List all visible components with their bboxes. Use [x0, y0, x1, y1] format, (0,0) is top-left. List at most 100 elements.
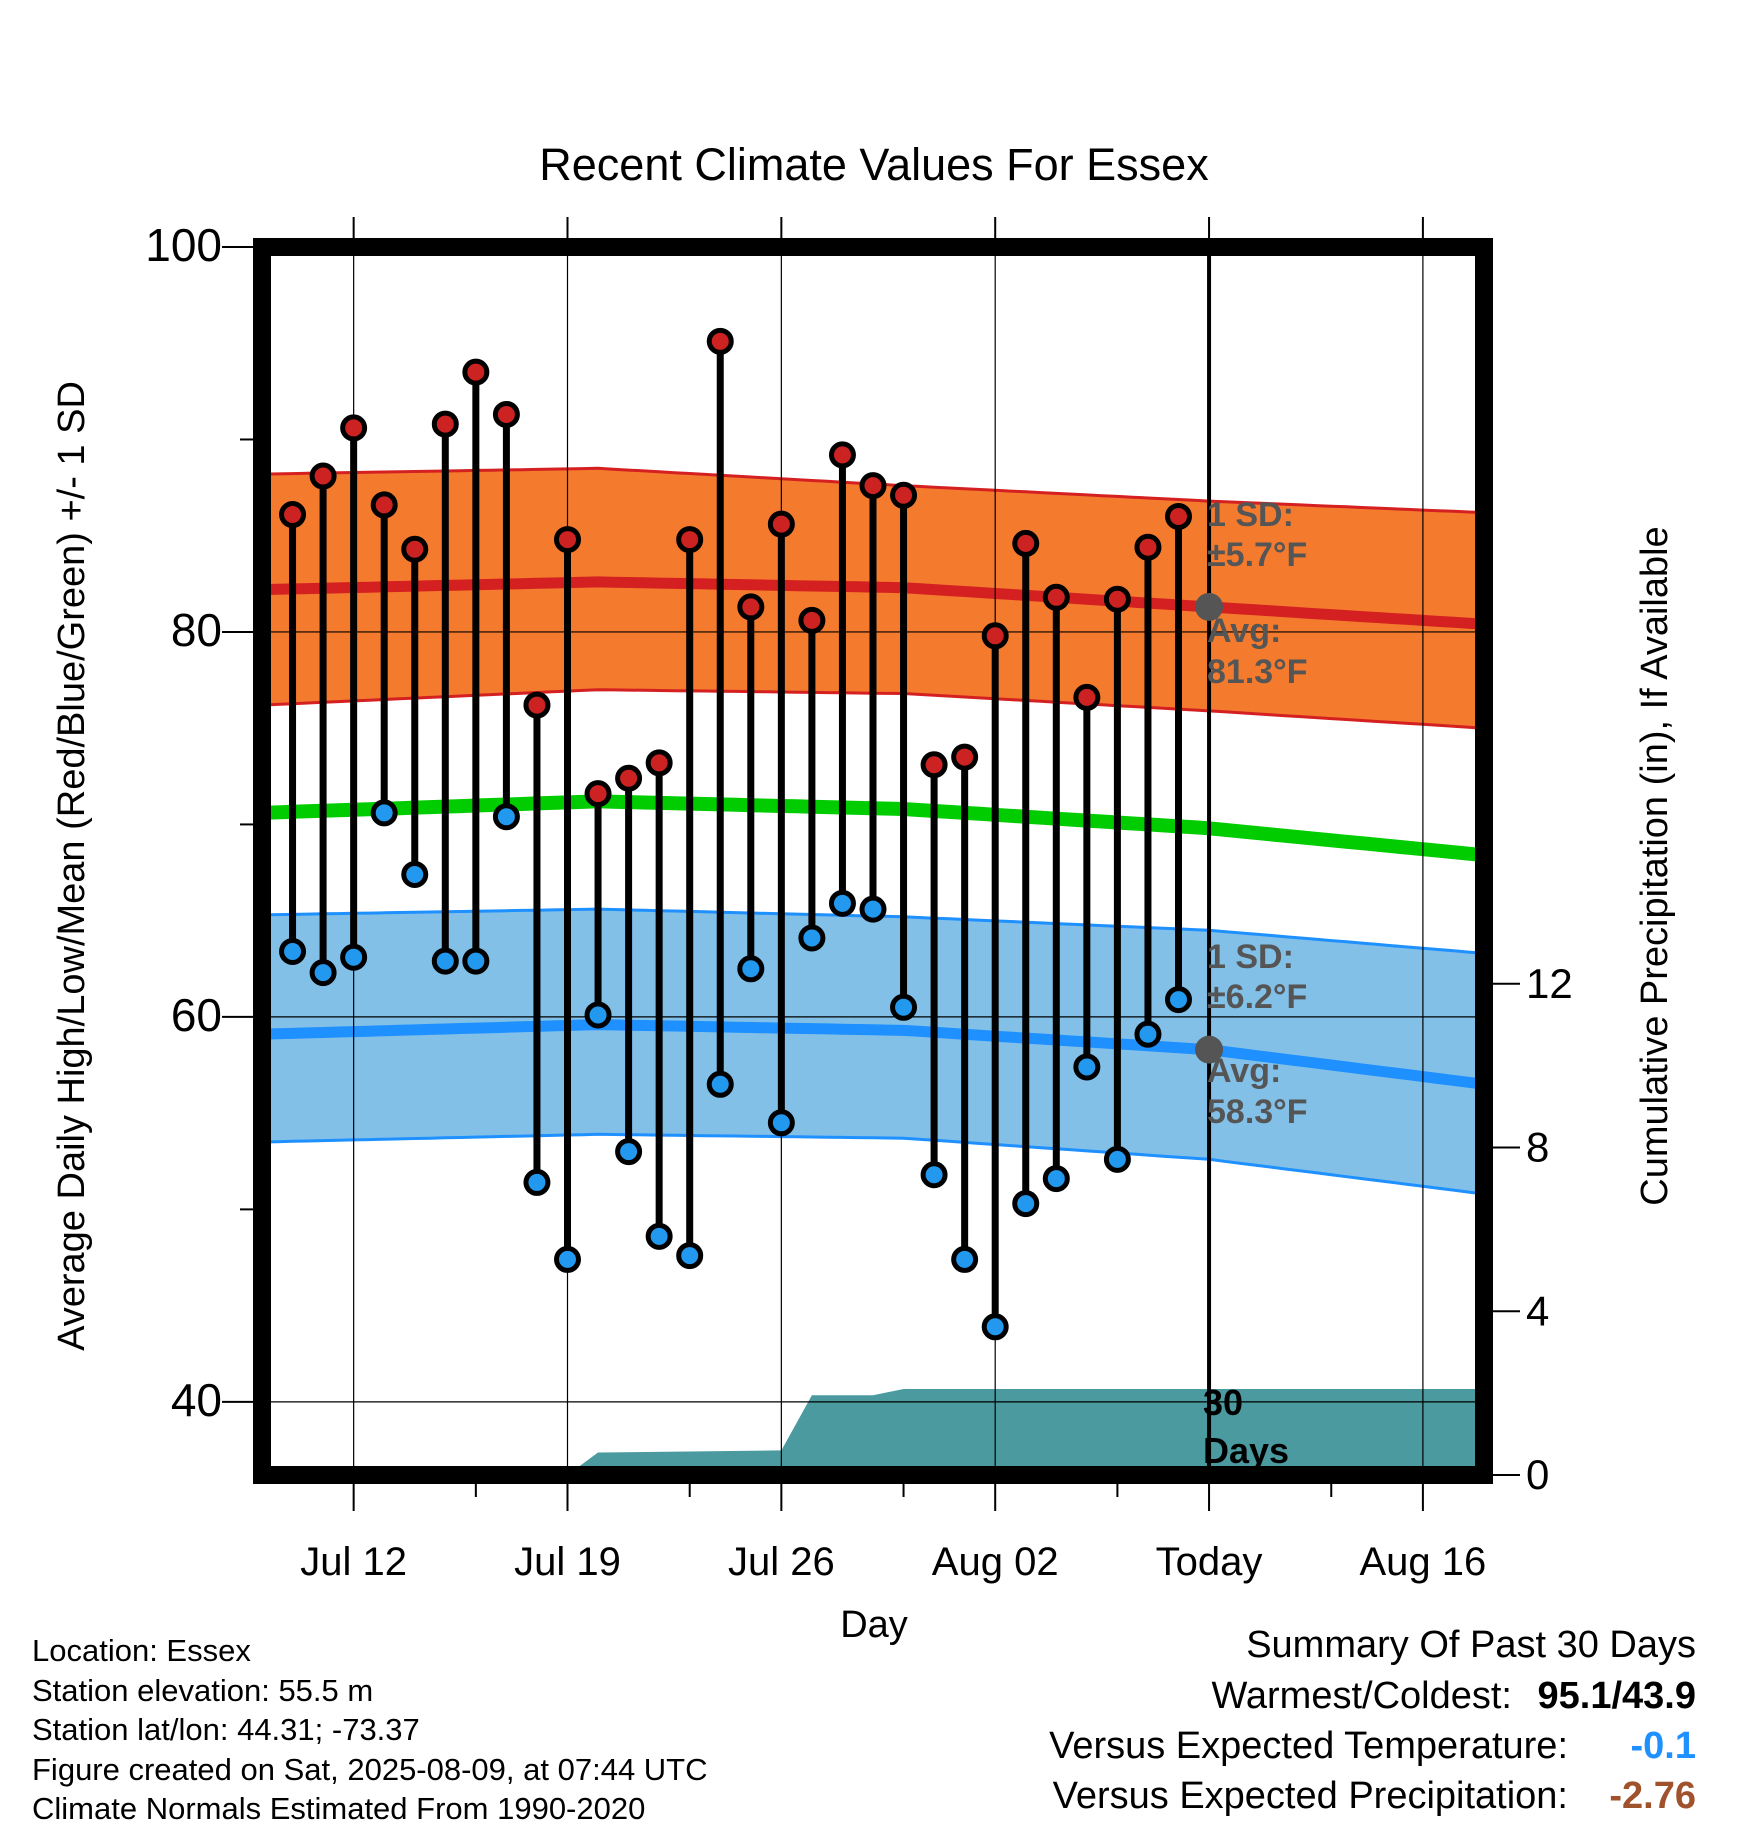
- low-point: [615, 1138, 643, 1166]
- low-avg-value: 58.3°F: [1207, 1093, 1308, 1131]
- low-point: [370, 799, 398, 827]
- created-text: Figure created on Sat, 2025-08-09, at 07…: [32, 1752, 708, 1787]
- high-point: [462, 358, 490, 386]
- high-point: [1073, 683, 1101, 711]
- period-label-number: 30: [1203, 1382, 1243, 1423]
- precipitation-area: [567, 1389, 1484, 1475]
- low-point: [279, 937, 307, 965]
- low-avg-label: Avg:: [1207, 1052, 1281, 1090]
- high-point: [584, 780, 612, 808]
- precip-value: -2.76: [1609, 1775, 1696, 1817]
- high-point: [523, 691, 551, 719]
- temp-value: -0.1: [1630, 1725, 1696, 1767]
- low-point: [798, 924, 826, 952]
- low-point: [828, 889, 856, 917]
- avg-low-line: [261, 1019, 1485, 1090]
- x-tick-label: Aug 02: [932, 1540, 1059, 1584]
- high-point: [340, 414, 368, 442]
- high-point: [309, 462, 337, 490]
- y-tick-label: 80: [171, 604, 222, 656]
- low-point: [920, 1161, 948, 1189]
- x-tick-label: Jul 26: [728, 1540, 835, 1584]
- precip-label: Versus Expected Precipitation:: [1052, 1775, 1568, 1817]
- latlon-text: Station lat/lon: 44.31; -73.37: [32, 1712, 420, 1747]
- high-point: [615, 764, 643, 792]
- high-point: [981, 622, 1009, 650]
- high-point: [370, 491, 398, 519]
- high-point: [431, 410, 459, 438]
- y2-axis-label: Cumulative Precipitation (in), If Availa…: [1634, 526, 1676, 1205]
- high-point: [554, 526, 581, 554]
- low-point: [1042, 1165, 1070, 1193]
- low-point: [523, 1168, 551, 1196]
- low-point: [706, 1070, 734, 1098]
- high-point: [828, 441, 856, 469]
- elevation-text: Station elevation: 55.5 m: [32, 1673, 374, 1708]
- high-point: [798, 606, 826, 634]
- low-sd-value: ±6.2°F: [1207, 978, 1307, 1016]
- low-point: [981, 1313, 1009, 1341]
- high-point: [859, 472, 887, 500]
- high-point: [1012, 529, 1040, 557]
- high-point: [951, 743, 979, 771]
- low-point: [340, 943, 368, 971]
- low-point: [890, 993, 918, 1021]
- warm-cold-value: 95.1/43.9: [1537, 1675, 1696, 1717]
- high-sd-label: 1 SD:: [1207, 496, 1294, 534]
- low-point: [1012, 1190, 1040, 1218]
- plot-frame: [253, 238, 1493, 1484]
- normals-text: Climate Normals Estimated From 1990-2020: [32, 1791, 646, 1826]
- y-tick-label: 40: [171, 1374, 222, 1426]
- y-axis-label: Average Daily High/Low/Mean (Red/Blue/Gr…: [51, 381, 93, 1351]
- low-point: [492, 803, 520, 831]
- high-point: [737, 593, 765, 621]
- low-point: [401, 860, 429, 888]
- today-avg-high-marker: [1195, 592, 1224, 621]
- low-point: [584, 1001, 612, 1029]
- x-tick-label: Aug 16: [1360, 1540, 1487, 1584]
- x-tick-label: Jul 12: [300, 1540, 407, 1584]
- summary-title: Summary Of Past 30 Days: [1246, 1624, 1696, 1666]
- y2-tick-label: 4: [1526, 1287, 1549, 1334]
- high-point: [1165, 502, 1192, 530]
- low-point: [431, 947, 459, 975]
- high-point: [1103, 585, 1131, 613]
- high-point: [767, 510, 795, 538]
- high-point: [706, 327, 734, 355]
- high-point: [279, 501, 307, 529]
- period-label-text: Days: [1203, 1430, 1289, 1471]
- y2-tick-label: 8: [1526, 1124, 1549, 1171]
- high-point: [1042, 583, 1070, 611]
- high-point: [676, 526, 704, 554]
- low-point: [1103, 1145, 1131, 1173]
- temp-label: Versus Expected Temperature:: [1049, 1725, 1568, 1767]
- low-point: [859, 895, 887, 923]
- y2-tick-label: 0: [1526, 1451, 1549, 1498]
- low-point: [737, 955, 765, 983]
- x-axis-label: Day: [840, 1604, 908, 1646]
- x-tick-label: Today: [1156, 1540, 1263, 1584]
- low-point: [645, 1222, 673, 1250]
- y2-tick-label: 12: [1526, 960, 1573, 1007]
- low-point: [554, 1245, 581, 1273]
- high-avg-label: Avg:: [1207, 612, 1281, 650]
- low-sd-lower-line: [261, 1132, 1485, 1196]
- location-text: Location: Essex: [32, 1633, 251, 1668]
- low-point: [951, 1245, 979, 1273]
- high-sd-value: ±5.7°F: [1207, 536, 1307, 574]
- y-tick-label: 60: [171, 989, 222, 1041]
- low-point: [309, 959, 337, 987]
- high-avg-value: 81.3°F: [1207, 653, 1308, 691]
- low-point: [767, 1109, 795, 1137]
- low-point: [1073, 1053, 1101, 1081]
- high-point: [920, 751, 948, 779]
- high-point: [401, 535, 429, 563]
- high-point: [645, 749, 673, 777]
- low-point: [462, 947, 490, 975]
- low-point: [1165, 986, 1192, 1014]
- low-point: [676, 1242, 704, 1270]
- y-tick-label: 100: [145, 219, 222, 271]
- x-tick-label: Jul 19: [514, 1540, 621, 1584]
